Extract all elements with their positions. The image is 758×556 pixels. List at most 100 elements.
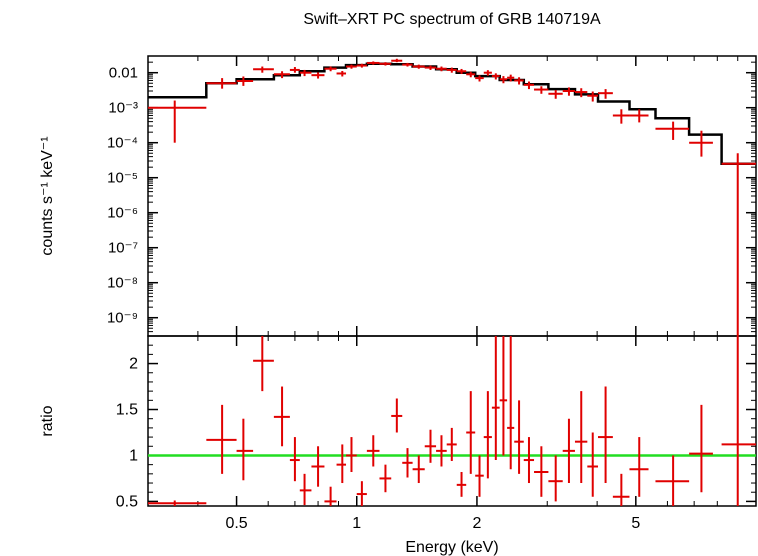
ratio-data-point [446, 427, 457, 461]
ratio-data-point [456, 472, 467, 497]
spectrum-data-point [629, 109, 649, 123]
ratio-data-point [597, 386, 613, 484]
spectrum-y-tick-label: 10⁻⁹ [107, 310, 138, 327]
spectrum-data-point [523, 81, 535, 90]
ratio-frame [147, 335, 757, 507]
spectrum-data-point [475, 75, 484, 82]
spectrum-y-tick-label: 10⁻⁷ [108, 240, 138, 257]
ratio-data-point [629, 437, 649, 497]
ratio-data-point [534, 446, 549, 497]
ratio-data-point [311, 446, 325, 487]
ratio-data-point [514, 400, 524, 474]
spectrum-y-tick-label: 10⁻⁸ [107, 275, 138, 292]
ratio-data-point [612, 473, 630, 506]
spectrum-data-point [562, 87, 575, 96]
ratio-data-point [721, 336, 756, 506]
spectrum-data-point [574, 88, 588, 98]
spectrum-data-point [379, 62, 392, 66]
spectrum-y-tick-label: 10⁻⁵ [107, 170, 138, 187]
spectrum-data-point [456, 68, 467, 74]
spectrum-data-point [597, 89, 613, 99]
spectrum-data-point [289, 67, 300, 73]
ratio-data-point [236, 418, 254, 481]
ratio-data-point [436, 435, 447, 467]
ratio-y-axis-label: ratio [39, 405, 56, 436]
x-tick-label: 0.5 [225, 515, 247, 532]
ratio-data-point [273, 386, 290, 447]
model-step-line [148, 62, 756, 166]
ratio-data-point [148, 500, 207, 506]
spectrum-data-point [148, 100, 207, 143]
spectrum-y-tick-label: 0.01 [109, 65, 138, 82]
spectrum-data-point [206, 78, 237, 89]
x-tick-label: 1 [352, 515, 361, 532]
ratio-data-point [379, 464, 392, 493]
ratio-data-point [548, 455, 563, 502]
spectrum-data-point [534, 86, 549, 94]
ratio-data-point [346, 437, 357, 472]
ratio-y-tick-label: 0.5 [116, 493, 138, 510]
ratio-data-point [689, 404, 713, 493]
spectrum-data-point [273, 71, 290, 79]
spectrum-y-tick-label: 10⁻⁶ [107, 205, 138, 222]
spectrum-data-point [412, 64, 425, 69]
ratio-data-point [324, 486, 337, 506]
ratio-y-tick-label: 1 [129, 447, 138, 464]
spectrum-data-point [299, 69, 312, 77]
ratio-data-point [356, 481, 367, 506]
ratio-data-point [289, 437, 300, 482]
ratio-data-point [491, 336, 500, 461]
x-tick-label: 5 [631, 515, 640, 532]
ratio-data-point [523, 437, 535, 484]
ratio-data-point [366, 435, 380, 467]
ratio-data-point [483, 391, 492, 479]
spectrum-data-point [366, 61, 380, 65]
spectrum-data-point [612, 109, 630, 124]
spectrum-data-point [507, 74, 515, 82]
ratio-data-point [412, 455, 425, 484]
ratio-data-point [499, 336, 508, 456]
ratio-data-point [475, 455, 484, 497]
spectrum-data-point [324, 66, 337, 72]
ratio-data-point [391, 398, 403, 433]
spectrum-data-point [548, 90, 563, 99]
ratio-y-tick-label: 1.5 [116, 402, 138, 419]
x-axis-label: Energy (keV) [405, 539, 498, 556]
ratio-data-point [562, 418, 575, 484]
spectrum-data-point [655, 121, 690, 140]
spectrum-y-tick-label: 10⁻³ [108, 100, 138, 117]
spectrum-data-point [514, 77, 524, 85]
spectrum-data-point [446, 67, 457, 73]
spectrum-data-point [436, 66, 447, 72]
spectrum-y-axis-label: counts s⁻¹ keV⁻¹ [39, 136, 56, 255]
spectrum-data-point [424, 65, 437, 70]
spectrum-data-point [587, 91, 598, 102]
ratio-data-point [336, 444, 347, 484]
spectrum-data-point [253, 66, 274, 73]
spectrum-data-point [236, 76, 254, 86]
ratio-data-point [655, 455, 690, 506]
spectrum-y-tick-label: 10⁻⁴ [107, 135, 138, 152]
spectrum-data-point [491, 73, 500, 80]
ratio-data-point [424, 429, 437, 463]
spectrum-data-point [721, 153, 756, 336]
spectrum-data-point [483, 70, 492, 76]
spectrum-data-point [356, 63, 367, 68]
ratio-data-point [466, 391, 476, 474]
spectrum-data-point [336, 70, 347, 77]
spectrum-data-point [311, 72, 325, 79]
spectrum-data-point [689, 130, 713, 157]
spectrum-data-point [346, 64, 357, 69]
ratio-data-point [402, 448, 413, 478]
ratio-y-tick-label: 2 [129, 356, 138, 373]
spectrum-data-point [499, 76, 508, 84]
ratio-data-point [299, 473, 312, 506]
ratio-data-point [507, 336, 515, 470]
spectrum-data-point [466, 71, 476, 78]
ratio-data-point [253, 336, 274, 392]
ratio-data-point [587, 432, 598, 497]
ratio-data-point [574, 391, 588, 484]
chart-title: Swift–XRT PC spectrum of GRB 140719A [303, 11, 601, 28]
ratio-data-point [206, 404, 237, 474]
